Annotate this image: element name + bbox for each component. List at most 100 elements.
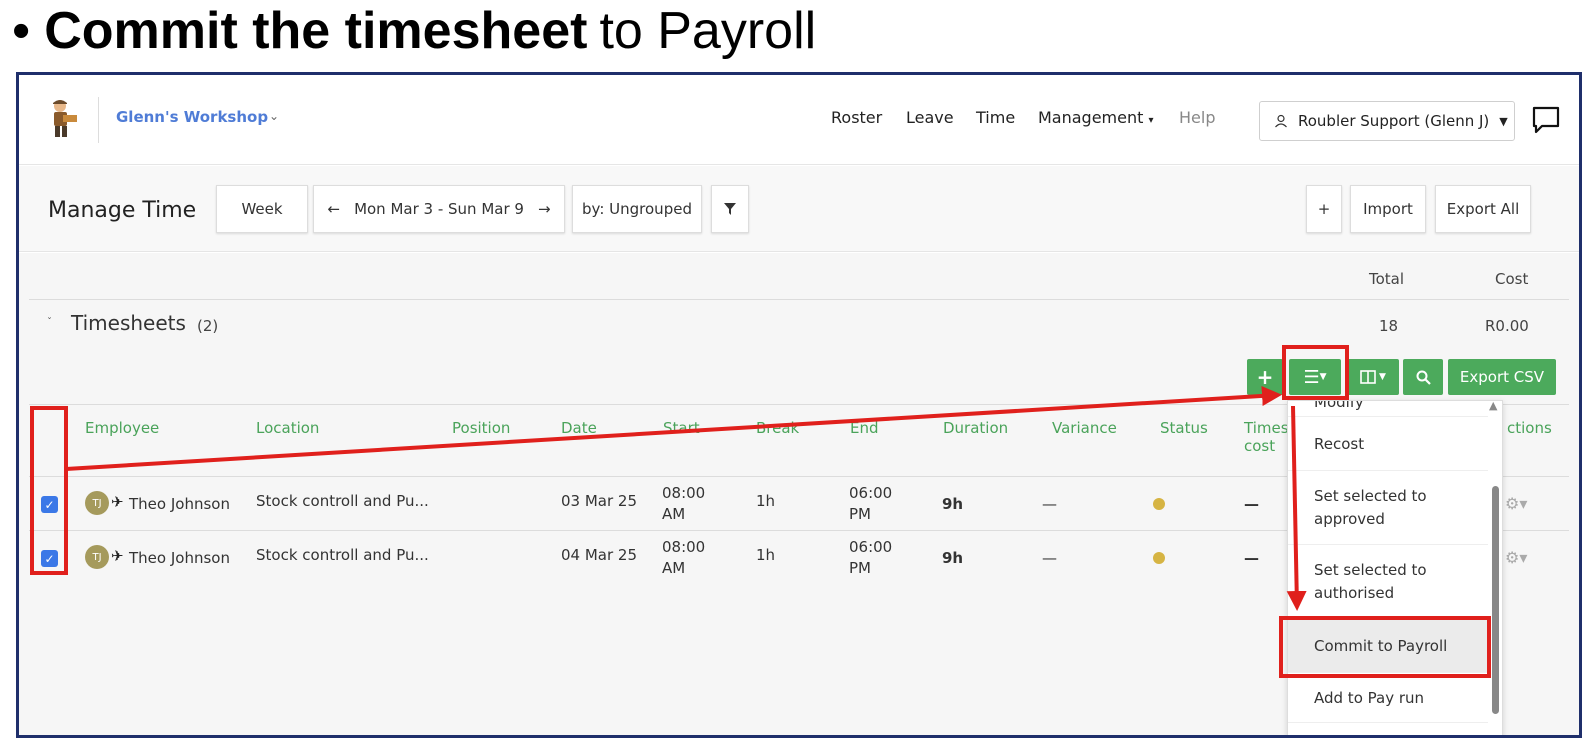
start-ampm: AM <box>662 505 686 523</box>
col-break[interactable]: Break <box>756 419 800 437</box>
timesheets-count: (2) <box>197 317 219 335</box>
end-ampm: PM <box>849 505 871 523</box>
break-cell: 1h <box>756 546 776 564</box>
search-button[interactable] <box>1403 359 1443 395</box>
slide-bullet: • <box>12 2 31 60</box>
nav-leave[interactable]: Leave <box>906 108 954 127</box>
filter-icon <box>724 203 736 215</box>
total-header: Total <box>1369 270 1405 288</box>
date-cell: 03 Mar 25 <box>561 492 638 510</box>
nav-divider <box>98 97 99 143</box>
col-timesheet-cost[interactable]: Times cost <box>1244 419 1289 455</box>
divider <box>29 299 1569 300</box>
employee-name[interactable]: Theo Johnson <box>129 549 230 567</box>
arrow-left-icon[interactable]: ← <box>327 200 341 218</box>
export-all-button[interactable]: Export All <box>1435 185 1531 233</box>
page-title: Manage Time <box>48 198 197 223</box>
menu-item-set-authorised[interactable]: Set selected to authorised <box>1288 545 1488 619</box>
col-variance[interactable]: Variance <box>1052 419 1117 437</box>
user-menu[interactable]: Roubler Support (Glenn J) ▼ <box>1259 101 1515 141</box>
org-name[interactable]: Glenn's Workshop <box>116 108 269 126</box>
nav-roster[interactable]: Roster <box>831 108 883 127</box>
date-range-label: Mon Mar 3 - Sun Mar 9 <box>354 200 524 218</box>
start-cell: 08:00 AM <box>662 537 705 579</box>
columns-icon <box>1360 370 1376 384</box>
week-button[interactable]: Week <box>216 185 308 233</box>
location-cell: Stock controll and Pu... <box>256 546 429 564</box>
arrow-right-icon[interactable]: → <box>537 200 551 218</box>
avatar: TJ <box>85 545 109 569</box>
start-time: 08:00 <box>662 538 706 556</box>
chat-icon[interactable] <box>1531 105 1561 135</box>
user-name: Roubler Support (Glenn J) <box>1298 112 1490 130</box>
menu-item-commit-to-payroll[interactable]: Commit to Payroll <box>1288 619 1488 673</box>
date-range-picker[interactable]: ← Mon Mar 3 - Sun Mar 9 → <box>313 185 565 233</box>
col-position[interactable]: Position <box>452 419 511 437</box>
group-by-button[interactable]: by: Ungrouped <box>572 185 702 233</box>
add-button[interactable]: + <box>1306 185 1342 233</box>
start-time: 08:00 <box>662 484 706 502</box>
chevron-down-icon[interactable]: ˇ <box>47 317 52 328</box>
cost-cell: — <box>1244 549 1259 567</box>
menu-item-modify[interactable]: Modify <box>1288 401 1488 417</box>
filter-button[interactable] <box>711 185 749 233</box>
export-csv-button[interactable]: Export CSV <box>1448 359 1556 395</box>
location-cell: Stock controll and Pu... <box>256 492 429 510</box>
employee-name[interactable]: Theo Johnson <box>129 495 230 513</box>
nav-management[interactable]: Management ▾ <box>1038 108 1154 127</box>
slide-title: • Commit the timesheet to Payroll <box>12 0 816 62</box>
start-cell: 08:00 AM <box>662 483 705 525</box>
scroll-up-arrow-icon[interactable]: ▲ <box>1489 400 1498 412</box>
plane-icon: ✈ <box>111 493 124 511</box>
row-checkbox[interactable]: ✓ <box>41 550 58 567</box>
status-dot <box>1153 498 1165 510</box>
col-location[interactable]: Location <box>256 419 320 437</box>
top-nav: Glenn's Workshop ⌄ Roster Leave Time Man… <box>19 75 1579 165</box>
slide-title-rest: to Payroll <box>599 2 817 60</box>
columns-button[interactable]: ▼ <box>1347 359 1399 395</box>
col-employee[interactable]: Employee <box>85 419 160 437</box>
gear-icon[interactable]: ⚙▾ <box>1505 548 1528 567</box>
col-duration[interactable]: Duration <box>943 419 1009 437</box>
bulk-actions-dropdown: ▲ Modify Recost Set selected to approved… <box>1287 400 1503 735</box>
import-button[interactable]: Import <box>1350 185 1426 233</box>
variance-cell: — <box>1042 549 1057 567</box>
col-date[interactable]: Date <box>561 419 597 437</box>
bulk-actions-button[interactable]: ☰ ▼ <box>1289 359 1341 395</box>
user-icon <box>1275 114 1287 128</box>
caret-down-icon: ▼ <box>1379 372 1386 382</box>
app-screenshot: Glenn's Workshop ⌄ Roster Leave Time Man… <box>16 72 1582 738</box>
total-value: 18 <box>1379 317 1399 335</box>
nav-management-label: Management <box>1038 108 1144 127</box>
gear-icon[interactable]: ⚙▾ <box>1505 494 1528 513</box>
end-ampm: PM <box>849 559 871 577</box>
dropdown-scrollbar[interactable] <box>1492 486 1499 714</box>
menu-item-add-to-pay-run[interactable]: Add to Pay run <box>1288 673 1488 723</box>
nav-time[interactable]: Time <box>976 108 1016 127</box>
plus-icon: + <box>1256 365 1274 389</box>
caret-down-icon: ▼ <box>1319 372 1327 382</box>
duration-cell: 9h <box>942 549 964 567</box>
timesheets-title[interactable]: Timesheets <box>71 311 186 335</box>
col-end[interactable]: End <box>850 419 879 437</box>
col-start[interactable]: Start <box>663 419 700 437</box>
end-time: 06:00 <box>849 484 893 502</box>
cost-cell: — <box>1244 495 1259 513</box>
menu-item-set-approved[interactable]: Set selected to approved <box>1288 471 1488 545</box>
add-timesheet-button[interactable]: + <box>1247 359 1283 395</box>
col-status[interactable]: Status <box>1160 419 1208 437</box>
menu-item-recost[interactable]: Recost <box>1288 417 1488 471</box>
caret-down-icon: ▼ <box>1499 114 1508 128</box>
cost-value: R0.00 <box>1485 317 1529 335</box>
duration-cell: 9h <box>942 495 964 513</box>
col-cost-label: cost <box>1244 437 1276 455</box>
end-time: 06:00 <box>849 538 893 556</box>
caret-down-icon: ▾ <box>1148 115 1154 126</box>
variance-cell: — <box>1042 495 1057 513</box>
row-checkbox[interactable]: ✓ <box>41 496 58 513</box>
date-cell: 04 Mar 25 <box>561 546 638 564</box>
timesheets-panel: Total Cost ˇ Timesheets (2) 18 R0.00 + ☰… <box>19 253 1579 735</box>
table-header-bottom-border <box>29 476 1569 477</box>
nav-help[interactable]: Help <box>1179 108 1216 127</box>
chevron-down-icon[interactable]: ⌄ <box>269 109 280 123</box>
